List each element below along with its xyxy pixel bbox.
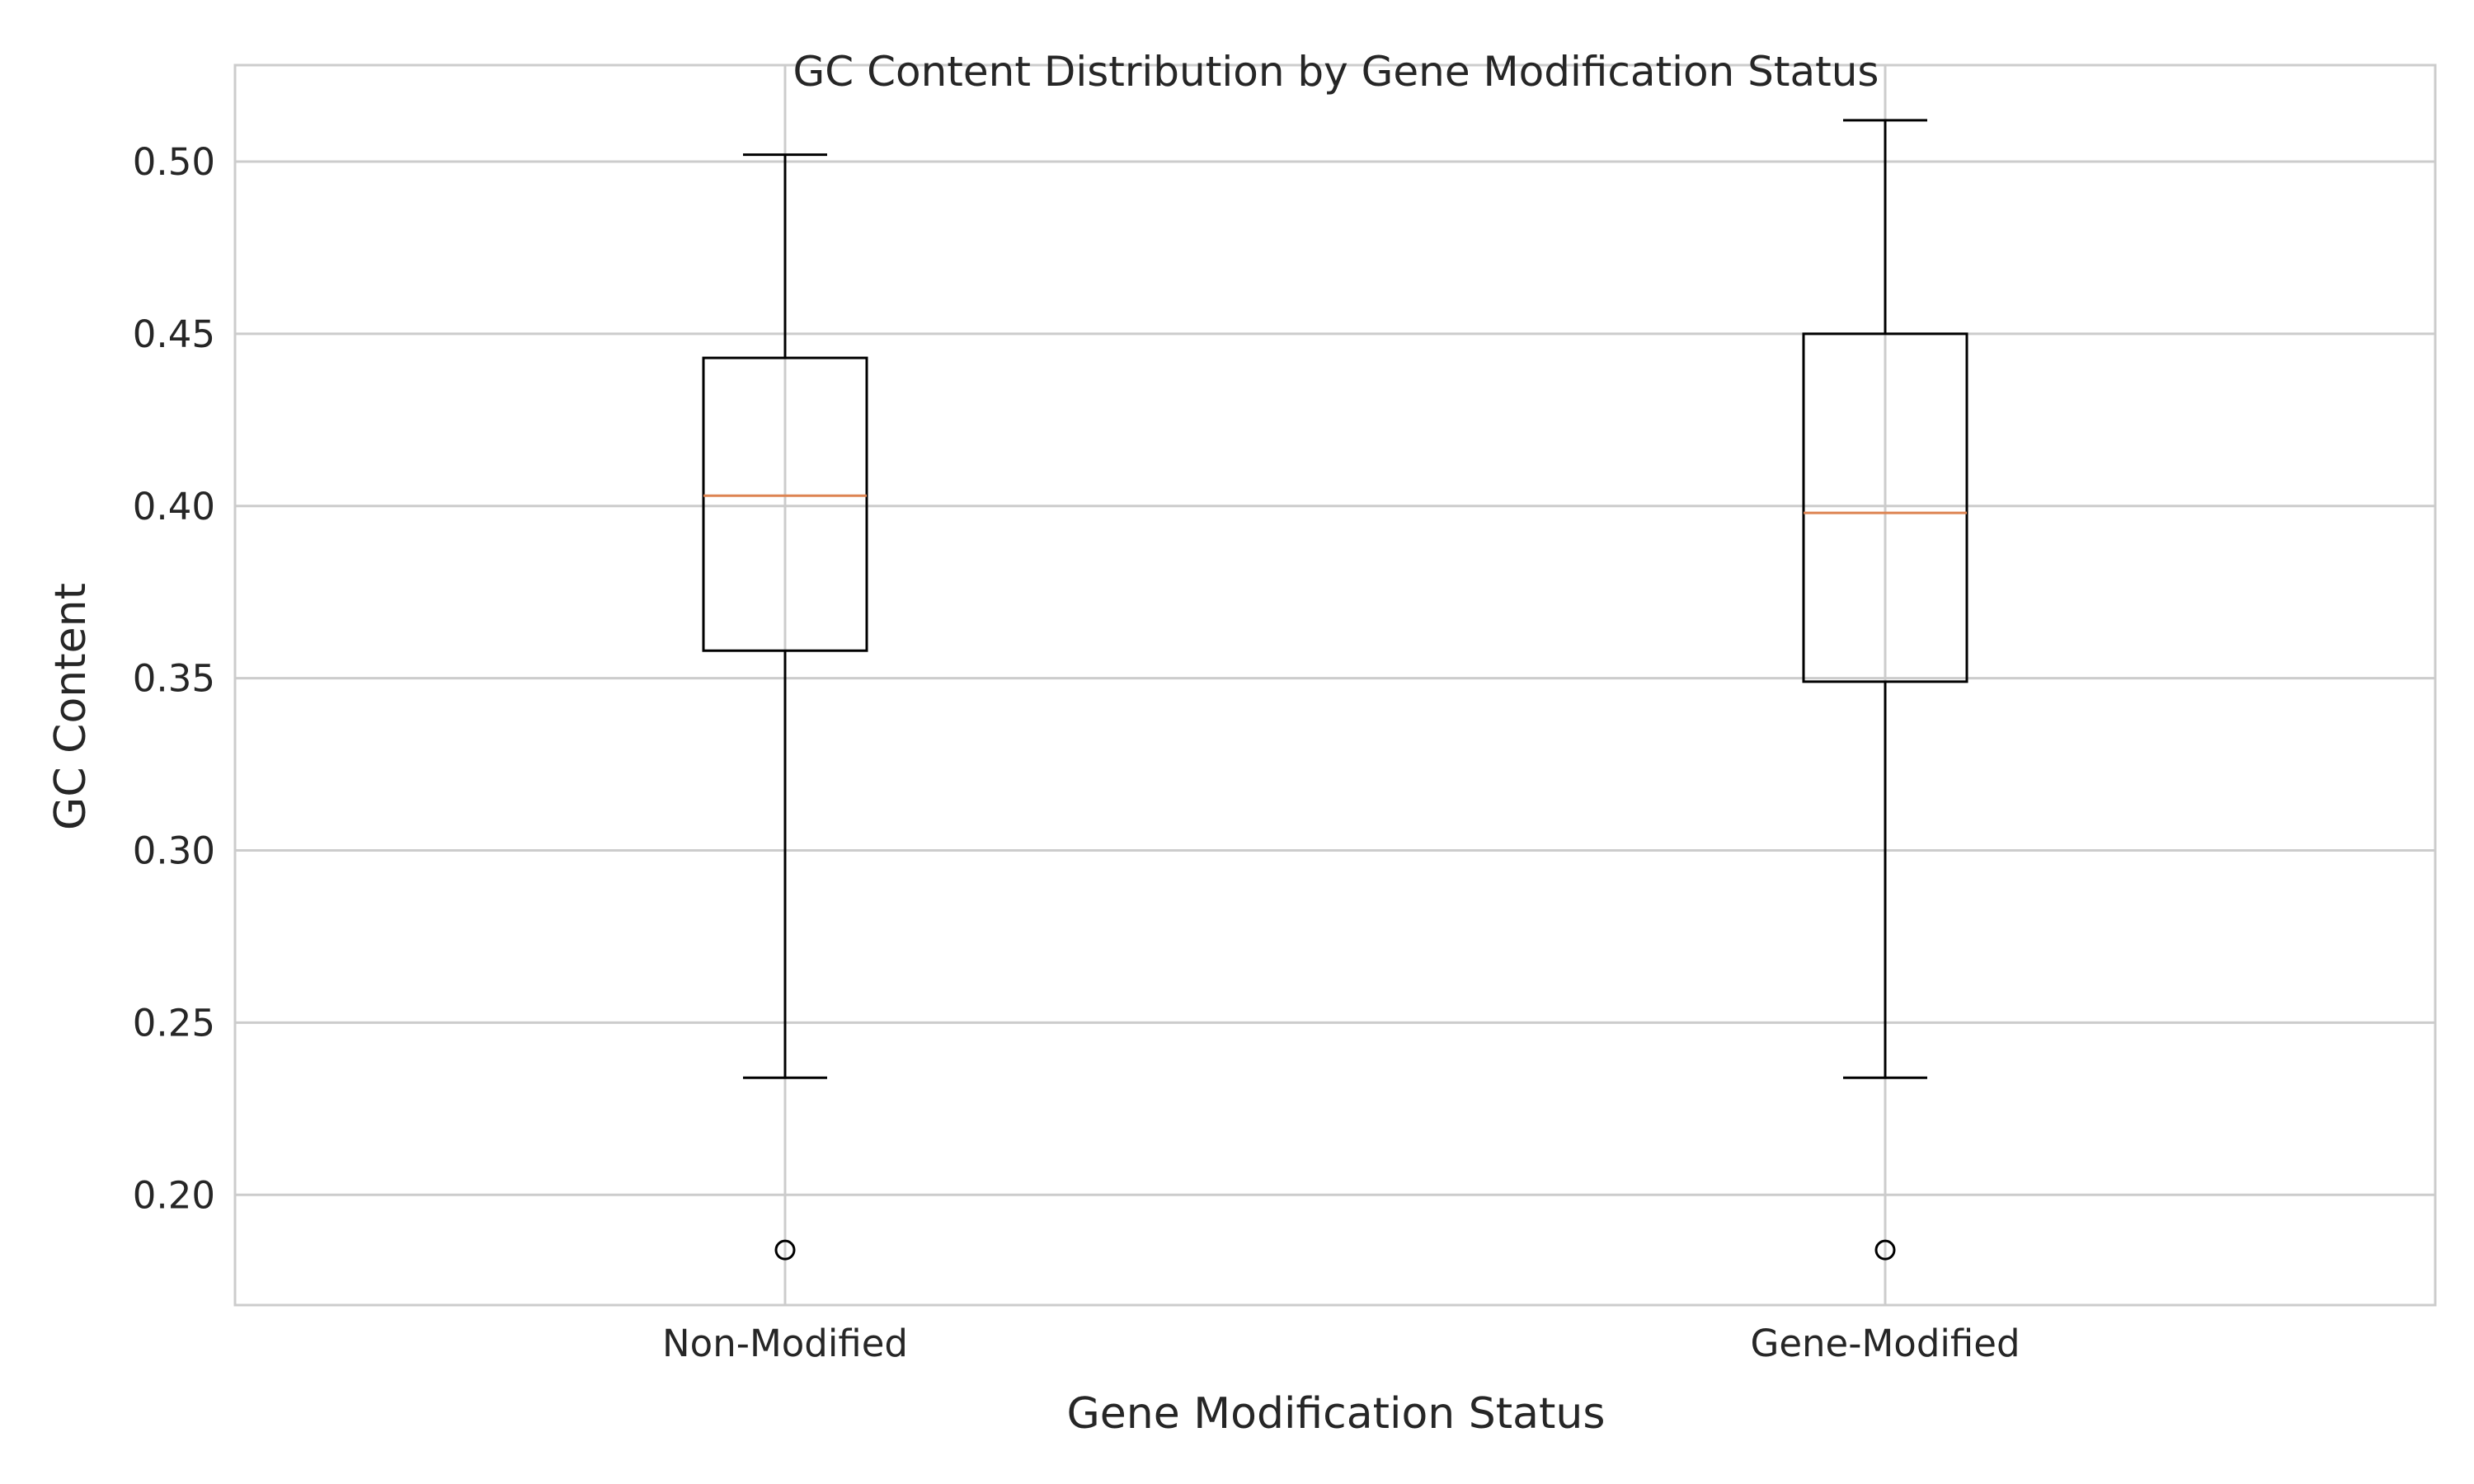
- outlier-point: [774, 1239, 796, 1261]
- outlier-point: [1874, 1239, 1896, 1261]
- x-tick-label: Gene-Modified: [1750, 1322, 2020, 1365]
- y-tick-label: 0.30: [133, 829, 215, 873]
- y-axis-ticks: 0.20 0.25 0.30 0.35 0.40 0.45 0.50: [133, 140, 215, 1217]
- x-axis-label: Gene Modification Status: [1067, 1389, 1606, 1439]
- x-tick-label: Non-Modified: [662, 1322, 908, 1365]
- y-tick-label: 0.20: [133, 1173, 215, 1217]
- box-group: [702, 153, 868, 1261]
- box-plot-series: [702, 119, 1968, 1261]
- y-tick-label: 0.40: [133, 485, 215, 528]
- y-tick-label: 0.45: [133, 312, 215, 356]
- chart-title: GC Content Distribution by Gene Modifica…: [793, 48, 1879, 96]
- grid-lines: [235, 65, 2435, 1305]
- y-tick-label: 0.50: [133, 140, 215, 184]
- y-tick-label: 0.35: [133, 657, 215, 701]
- y-axis-label: GC Content: [46, 583, 96, 830]
- y-tick-label: 0.25: [133, 1001, 215, 1045]
- plot-area-frame: [233, 63, 2437, 1307]
- box-group: [1802, 119, 1968, 1261]
- iqr-box: [1802, 332, 1968, 683]
- x-axis-ticks: Non-Modified Gene-Modified: [662, 1322, 2020, 1365]
- iqr-box: [702, 356, 868, 652]
